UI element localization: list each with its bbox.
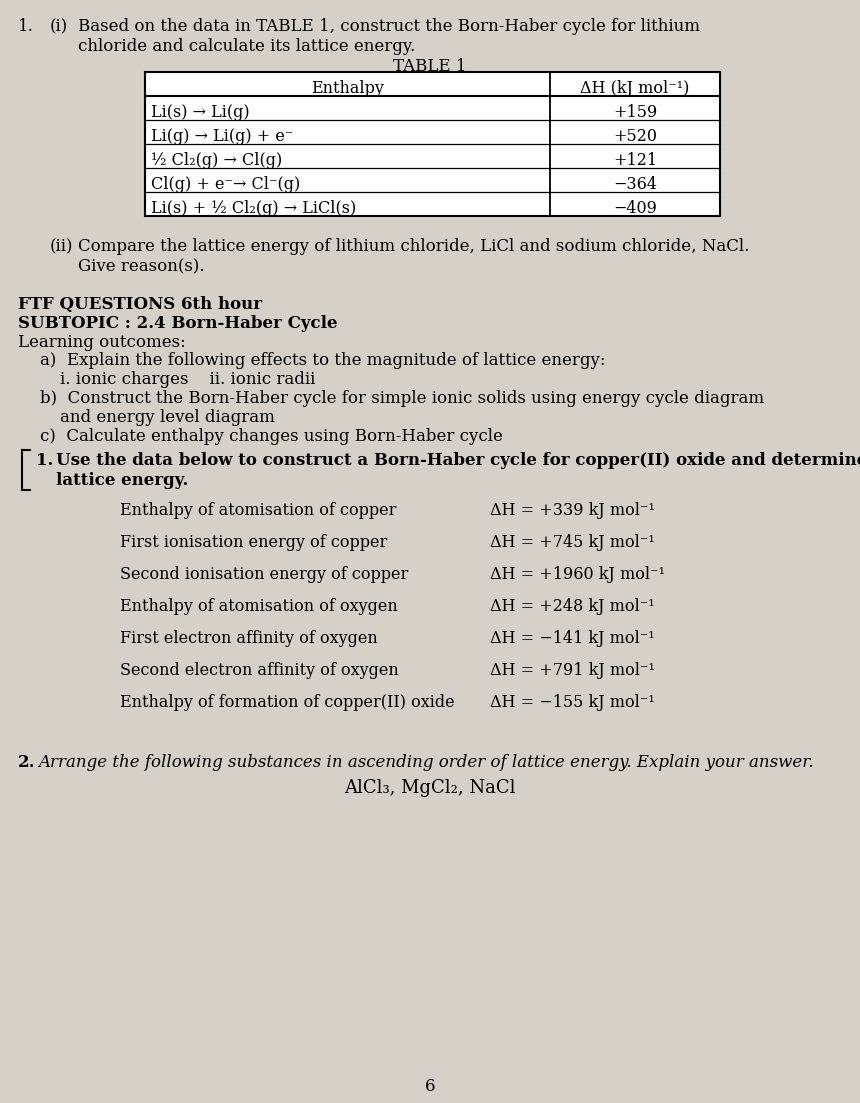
Text: i. ionic charges    ii. ionic radii: i. ionic charges ii. ionic radii bbox=[60, 371, 316, 388]
Text: −409: −409 bbox=[613, 200, 657, 217]
Text: Based on the data in TABLE 1, construct the Born-Haber cycle for lithium: Based on the data in TABLE 1, construct … bbox=[78, 18, 700, 35]
Text: 1.: 1. bbox=[18, 18, 34, 35]
Text: a)  Explain the following effects to the magnitude of lattice energy:: a) Explain the following effects to the … bbox=[40, 352, 605, 370]
Text: ½ Cl₂(g) → Cl(g): ½ Cl₂(g) → Cl(g) bbox=[151, 152, 282, 169]
Text: Learning outcomes:: Learning outcomes: bbox=[18, 334, 186, 351]
Text: chloride and calculate its lattice energy.: chloride and calculate its lattice energ… bbox=[78, 38, 415, 55]
Text: b)  Construct the Born-Haber cycle for simple ionic solids using energy cycle di: b) Construct the Born-Haber cycle for si… bbox=[40, 390, 765, 407]
Bar bbox=[145, 72, 720, 216]
Text: Compare the lattice energy of lithium chloride, LiCl and sodium chloride, NaCl.: Compare the lattice energy of lithium ch… bbox=[78, 238, 749, 255]
Text: ΔH = +1960 kJ mol⁻¹: ΔH = +1960 kJ mol⁻¹ bbox=[490, 566, 665, 583]
Text: +159: +159 bbox=[613, 104, 657, 121]
Text: FTF QUESTIONS 6th hour: FTF QUESTIONS 6th hour bbox=[18, 296, 262, 313]
Text: Use the data below to construct a Born-Haber cycle for copper(II) oxide and dete: Use the data below to construct a Born-H… bbox=[56, 452, 860, 469]
Text: ΔH (kJ mol⁻¹): ΔH (kJ mol⁻¹) bbox=[580, 81, 690, 97]
Text: TABLE 1: TABLE 1 bbox=[393, 58, 467, 75]
Text: Enthalpy of atomisation of copper: Enthalpy of atomisation of copper bbox=[120, 502, 396, 520]
Text: −364: −364 bbox=[613, 176, 657, 193]
Text: 1.: 1. bbox=[36, 452, 53, 469]
Text: and energy level diagram: and energy level diagram bbox=[60, 409, 275, 426]
Text: Li(s) + ½ Cl₂(g) → LiCl(s): Li(s) + ½ Cl₂(g) → LiCl(s) bbox=[151, 200, 356, 217]
Text: Arrange the following substances in ascending order of lattice energy. Explain y: Arrange the following substances in asce… bbox=[38, 754, 814, 771]
Text: AlCl₃, MgCl₂, NaCl: AlCl₃, MgCl₂, NaCl bbox=[344, 779, 516, 797]
Text: (ii): (ii) bbox=[50, 238, 73, 255]
Text: +121: +121 bbox=[613, 152, 657, 169]
Text: Enthalpy of atomisation of oxygen: Enthalpy of atomisation of oxygen bbox=[120, 598, 397, 615]
Text: 2.: 2. bbox=[18, 754, 35, 771]
Text: (i): (i) bbox=[50, 18, 68, 35]
Text: Cl(g) + e⁻→ Cl⁻(g): Cl(g) + e⁻→ Cl⁻(g) bbox=[151, 176, 300, 193]
Text: 6: 6 bbox=[425, 1078, 435, 1095]
Text: c)  Calculate enthalpy changes using Born-Haber cycle: c) Calculate enthalpy changes using Born… bbox=[40, 428, 503, 445]
Text: Give reason(s).: Give reason(s). bbox=[78, 258, 205, 275]
Text: ΔH = −155 kJ mol⁻¹: ΔH = −155 kJ mol⁻¹ bbox=[490, 694, 654, 711]
Text: ΔH = +339 kJ mol⁻¹: ΔH = +339 kJ mol⁻¹ bbox=[490, 502, 654, 520]
Text: ΔH = +791 kJ mol⁻¹: ΔH = +791 kJ mol⁻¹ bbox=[490, 662, 654, 679]
Text: Second electron affinity of oxygen: Second electron affinity of oxygen bbox=[120, 662, 399, 679]
Text: Li(s) → Li(g): Li(s) → Li(g) bbox=[151, 104, 249, 121]
Text: Li(g) → Li(g) + e⁻: Li(g) → Li(g) + e⁻ bbox=[151, 128, 293, 144]
Text: SUBTOPIC : 2.4 Born-Haber Cycle: SUBTOPIC : 2.4 Born-Haber Cycle bbox=[18, 315, 337, 332]
Text: Enthalpy of formation of copper(II) oxide: Enthalpy of formation of copper(II) oxid… bbox=[120, 694, 455, 711]
Text: Enthalpy: Enthalpy bbox=[311, 81, 384, 97]
Text: ΔH = +248 kJ mol⁻¹: ΔH = +248 kJ mol⁻¹ bbox=[490, 598, 654, 615]
Text: ΔH = −141 kJ mol⁻¹: ΔH = −141 kJ mol⁻¹ bbox=[490, 630, 654, 647]
Text: +520: +520 bbox=[613, 128, 657, 144]
Text: First electron affinity of oxygen: First electron affinity of oxygen bbox=[120, 630, 378, 647]
Text: ΔH = +745 kJ mol⁻¹: ΔH = +745 kJ mol⁻¹ bbox=[490, 534, 654, 552]
Text: First ionisation energy of copper: First ionisation energy of copper bbox=[120, 534, 387, 552]
Text: lattice energy.: lattice energy. bbox=[56, 472, 188, 489]
Text: Second ionisation energy of copper: Second ionisation energy of copper bbox=[120, 566, 408, 583]
